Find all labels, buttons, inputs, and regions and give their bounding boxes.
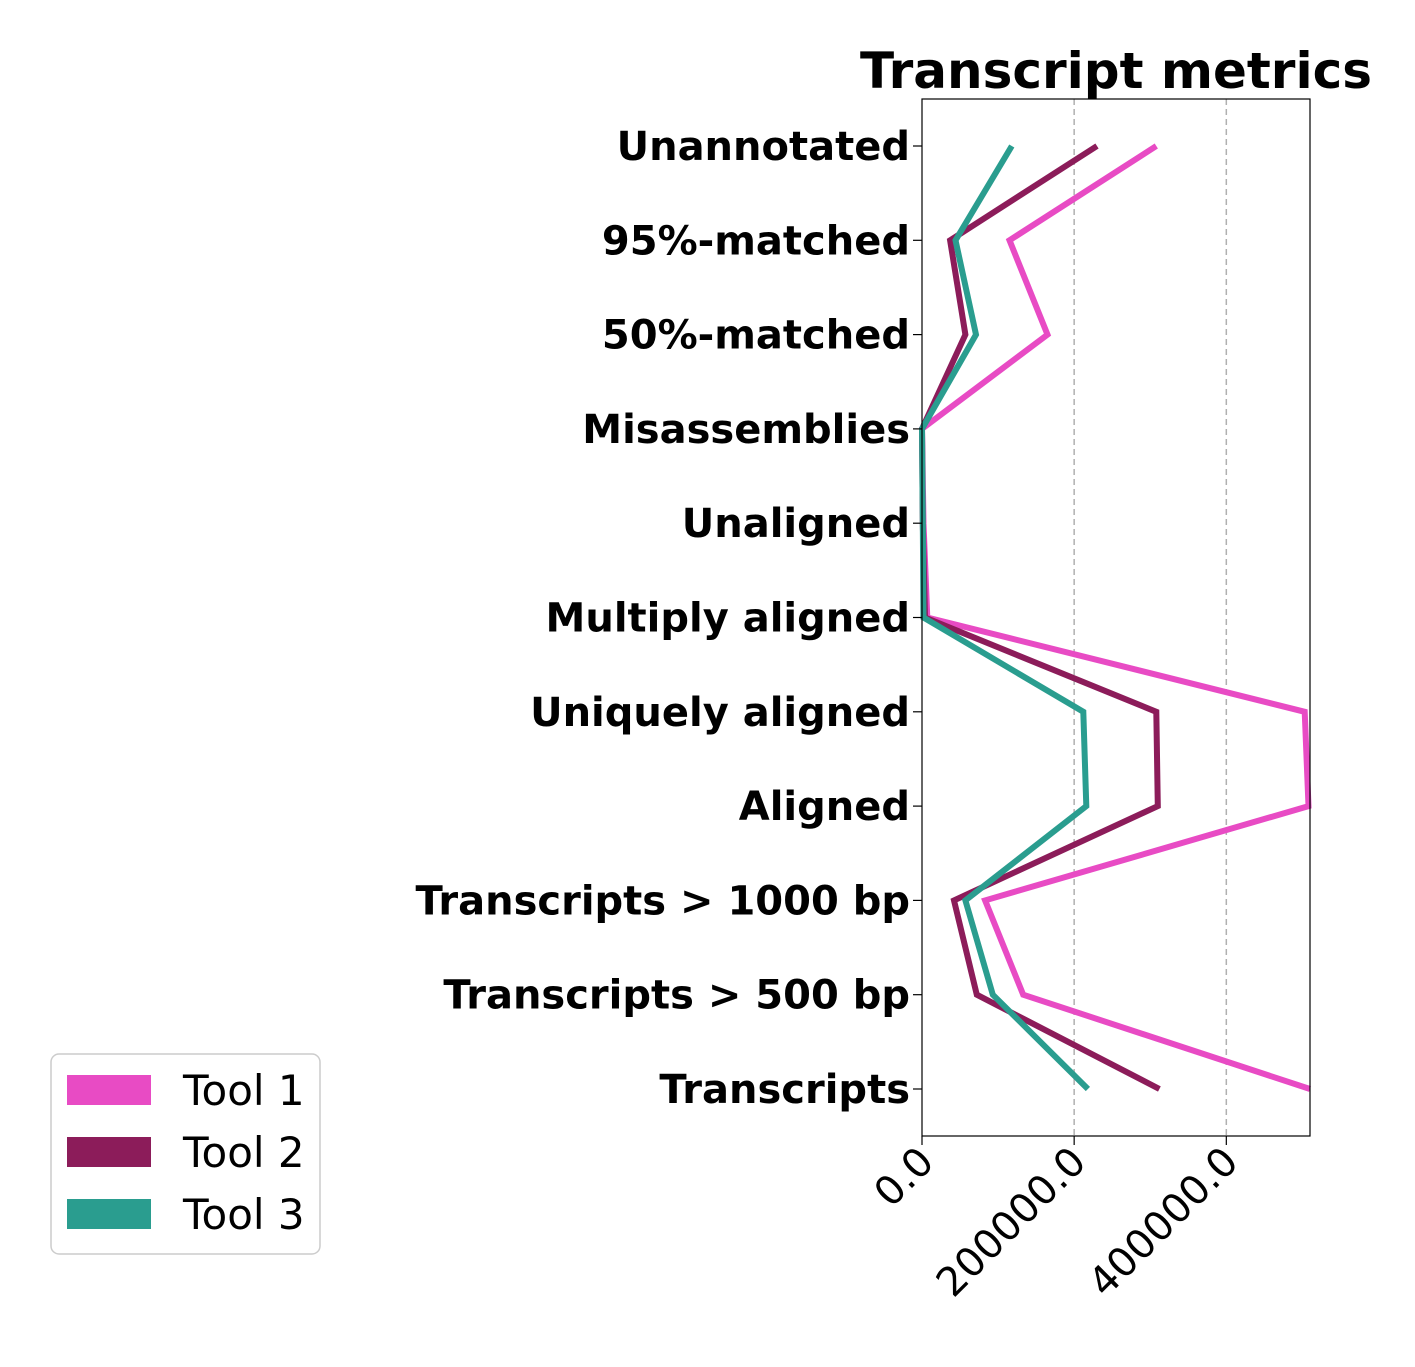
y-tick-label: Transcripts [659,1067,910,1113]
legend: Tool 1 Tool 2 Tool 3 [50,1053,321,1255]
x-tick-label: 0.0 [866,1139,944,1217]
x-gridlines [1073,99,1228,1136]
y-tick-label: Unaligned [682,501,910,547]
x-tick-label: 400000.0 [1080,1139,1247,1306]
legend-swatch-3 [67,1199,151,1229]
series-line-2 [918,143,1161,1092]
y-tick-label: Transcripts > 500 bp [443,973,910,1019]
series-line-3 [918,144,1091,1092]
legend-label-3: Tool 3 [182,1190,305,1239]
y-tick-label: 95%-matched [602,218,910,264]
series-lines [918,143,1312,1092]
legend-label-1: Tool 1 [182,1066,305,1115]
y-tick-label: Multiply aligned [546,596,910,642]
y-tick-label: Uniquely aligned [530,690,910,736]
y-axis: Transcripts Transcripts > 500 bp Transcrip… [416,124,922,1113]
plot-area-frame [921,98,1311,1137]
legend-swatch-1 [67,1075,151,1105]
y-tick-label: 50%-matched [602,313,910,359]
legend-label-2: Tool 2 [182,1128,305,1177]
y-tick-label: Misassemblies [582,407,910,453]
y-tick-label: Aligned [739,784,910,830]
y-tick-label: Transcripts > 1000 bp [416,878,911,924]
chart-title: Transcript metrics [860,42,1372,100]
x-tick-label: 200000.0 [928,1139,1095,1306]
legend-swatch-2 [67,1137,151,1167]
y-tick-label: Unannotated [617,124,910,170]
